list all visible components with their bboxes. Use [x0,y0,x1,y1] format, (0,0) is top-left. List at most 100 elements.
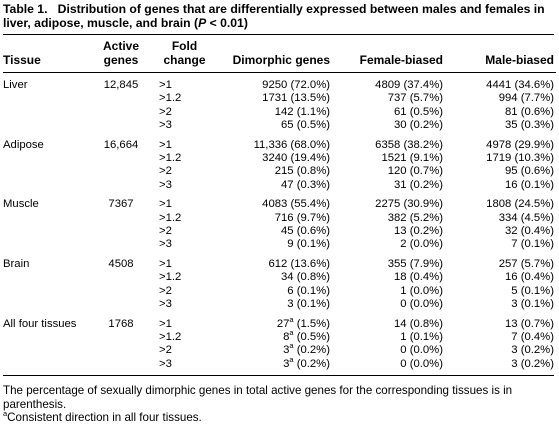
footnote-marker: a [289,314,294,324]
table-notes: The percentage of sexually dimorphic gen… [3,376,554,425]
female-value: 1521 (9.1%) [381,152,443,165]
female-value: 382 (5.2%) [387,211,443,224]
table-row: >3 47 (0.3%) 31 (0.2%) 16 (0.1%) [3,179,556,192]
male-value: 3 (0.2%) [511,357,554,370]
female-value: 13 (0.2%) [394,225,443,238]
male-value: 16 (0.4%) [505,271,554,284]
female-value: 2 (0.0%) [400,238,443,251]
dimorphic-value: 1731 (13.5%) [262,92,330,105]
fold-change: >3 [159,357,172,370]
fold-change: >1 [159,257,172,270]
fold-change: >1.2 [159,330,182,343]
active-genes: 1768 [108,317,134,330]
table-row: >1.2 34 (0.8%) 18 (0.4%) 16 (0.4%) [3,271,556,284]
dimorphic-value: 3a (0.2%) [283,341,330,357]
table-row: Liver 12,845 >1 9250 (72.0%) 4809 (37.4%… [3,73,556,92]
table-row: >2 215 (0.8%) 120 (0.7%) 95 (0.6%) [3,165,556,178]
dimorphic-value: 215 (0.8%) [274,165,330,178]
table-row: >3 3a (0.2%) 0 (0.0%) 3 (0.2%) [3,354,556,375]
dimorphic-value: 9 (0.1%) [287,238,330,251]
female-value: 30 (0.2%) [394,119,443,132]
female-value: 6358 (38.2%) [375,138,443,151]
table-row: >2 6 (0.1%) 1 (0.0%) 5 (0.1%) [3,285,556,298]
fold-change: >2 [159,284,172,297]
female-value: 120 (0.7%) [387,165,443,178]
table-row: >1.2 1731 (13.5%) 737 (5.7%) 994 (7.7%) [3,92,556,105]
male-value: 32 (0.4%) [505,225,554,238]
footnote-marker: a [3,409,8,419]
tissue-name: Muscle [3,198,39,211]
male-value: 994 (7.7%) [498,92,554,105]
dimorphic-value: 34 (0.8%) [281,271,330,284]
dimorphic-value: 716 (9.7%) [274,211,330,224]
table-title: Distribution of genes that are different… [3,2,545,30]
dimorphic-value: 4083 (55.4%) [262,198,330,211]
male-value: 35 (0.3%) [505,119,554,132]
tissue-name: Adipose [3,138,44,151]
top-rule [3,34,554,35]
table-row: Adipose 16,664 >1 11,336 (68.0%) 6358 (3… [3,133,556,152]
active-genes: 16,664 [103,138,139,151]
header-tissue: Tissue [3,53,41,67]
fold-change: >3 [159,238,172,251]
table-row: All four tissues 1768 >1 27a (1.5%) 14 (… [3,312,556,331]
female-value: 1 (0.1%) [400,330,443,343]
female-value: 2275 (30.9%) [375,198,443,211]
dimorphic-value: 3 (0.1%) [287,298,330,311]
dimorphic-value: 6 (0.1%) [287,284,330,297]
header-female-biased: Female-biased [359,53,443,67]
footnote-marker: a [289,328,294,338]
fold-change: >1 [159,79,172,91]
footnote-marker: a [289,341,294,351]
male-value: 81 (0.6%) [505,105,554,118]
fold-change: >1 [159,138,172,151]
male-value: 7 (0.4%) [511,330,554,343]
dimorphic-value: 45 (0.6%) [281,225,330,238]
dimorphic-value: 65 (0.5%) [281,119,330,132]
table-row: >1.2 8a (0.5%) 1 (0.1%) 7 (0.4%) [3,328,556,344]
female-value: 4809 (37.4%) [375,79,443,91]
fold-change: >1.2 [159,271,182,284]
table-row: >2 142 (1.1%) 61 (0.5%) 81 (0.6%) [3,106,556,119]
table-row: >1.2 3240 (19.4%) 1521 (9.1%) 1719 (10.3… [3,152,556,165]
data-table: Tissue Active genes Fold change Dimorphic … [3,35,556,375]
table-row: Brain 4508 >1 612 (13.6%) 355 (7.9%) 257… [3,252,556,271]
active-genes: 4508 [108,257,134,270]
male-value: 4441 (34.6%) [486,79,554,91]
tissue-name: All four tissues [3,317,77,330]
bottom-rule [3,375,554,377]
female-value: 0 (0.0%) [400,357,443,370]
dimorphic-value: 142 (1.1%) [274,105,330,118]
tissue-name: Brain [3,257,30,270]
dimorphic-value: 27a (1.5%) [276,314,330,330]
table-row: >3 65 (0.5%) 30 (0.2%) 35 (0.3%) [3,119,556,132]
male-value: 4978 (29.9%) [486,138,554,151]
table-row: >3 3 (0.1%) 0 (0.0%) 3 (0.1%) [3,298,556,311]
female-value: 0 (0.0%) [400,298,443,311]
fold-change: >1.2 [159,211,182,224]
table-note: The percentage of sexually dimorphic gen… [3,384,513,411]
female-value: 0 (0.0%) [400,344,443,357]
fold-change: >2 [159,344,172,357]
table-row: >3 9 (0.1%) 2 (0.0%) 7 (0.1%) [3,238,556,251]
fold-change: >3 [159,178,172,191]
footnote-marker: a [289,354,294,364]
dimorphic-value: 3240 (19.4%) [262,152,330,165]
fold-change: >3 [159,298,172,311]
table-container: Table 1. Distribution of genes that are … [3,0,556,425]
dimorphic-value: 8a (0.5%) [283,328,330,343]
male-value: 3 (0.2%) [511,344,554,357]
header-fold-change: Fold change [163,39,206,67]
active-genes: 7367 [108,198,134,211]
female-value: 18 (0.4%) [394,271,443,284]
dimorphic-value: 3a (0.2%) [283,354,330,370]
header-male-biased: Male-biased [485,53,554,67]
table-row: Muscle 7367 >1 4083 (55.4%) 2275 (30.9%)… [3,192,556,211]
table-row: >2 45 (0.6%) 13 (0.2%) 32 (0.4%) [3,225,556,238]
male-value: 257 (5.7%) [498,257,554,270]
header-active-genes: Active genes [102,39,140,67]
female-value: 14 (0.8%) [394,317,443,330]
fold-change: >1 [159,317,172,330]
male-value: 1808 (24.5%) [486,198,554,211]
female-value: 1 (0.0%) [400,284,443,297]
